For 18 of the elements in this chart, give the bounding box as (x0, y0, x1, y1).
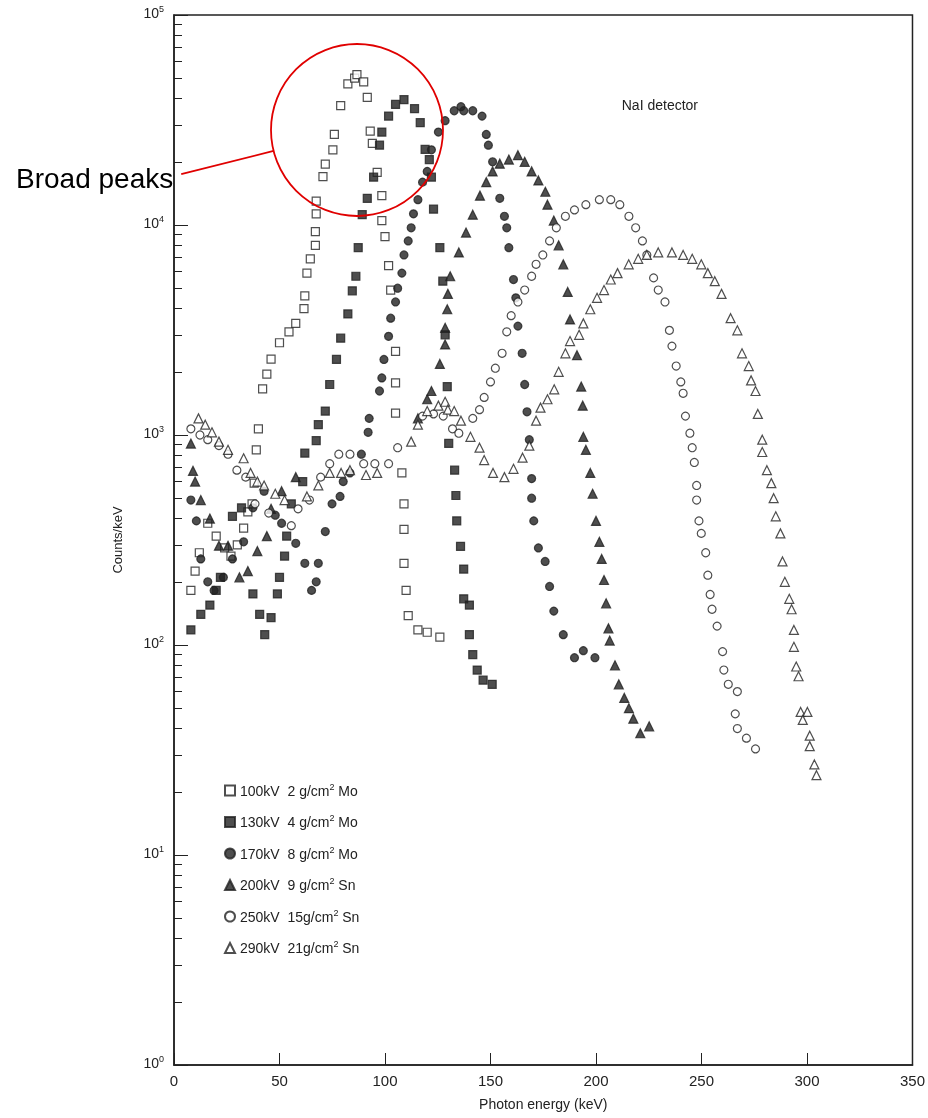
y-tick-label: 10$^{3}$ (143, 423, 164, 441)
x-tick-label: 250 (688, 1072, 715, 1089)
annotation: NaI detector (621, 97, 699, 113)
y-axis-title: Counts/keV (110, 506, 125, 574)
x-tick-label: 200 (583, 1072, 609, 1089)
y-tick-label: 10$^{1}$ (143, 843, 164, 861)
x-tick-label: 0 (169, 1072, 179, 1089)
x-tick-label: 300 (794, 1072, 820, 1089)
y-tick-label: 10$^{5}$ (143, 3, 164, 21)
x-tick-label: 150 (477, 1072, 504, 1089)
text: Broad peaks (16, 163, 174, 195)
y-tick-label: 10$^{0}$ (143, 1053, 164, 1071)
x-tick-label: 50 (271, 1072, 288, 1089)
x-tick-label: 350 (899, 1072, 925, 1089)
x-axis-title: Photon energy (keV) (479, 1096, 608, 1112)
x-tick-label: 100 (372, 1072, 398, 1089)
y-tick-label: 10$^{2}$ (143, 633, 164, 651)
y-tick-label: 10$^{4}$ (143, 213, 164, 231)
